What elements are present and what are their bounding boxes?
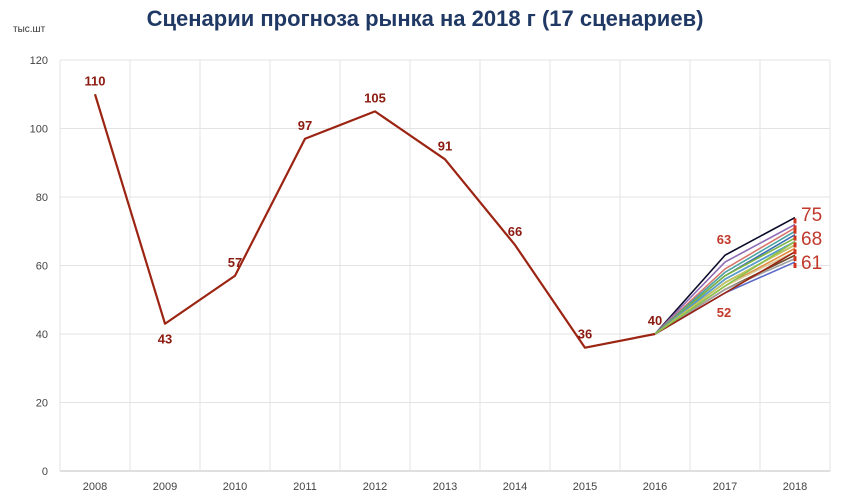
scenario-series-line: [654, 257, 796, 335]
scenario-series-line: [654, 223, 796, 335]
data-label: 105: [364, 90, 386, 105]
scenario-label: 52: [717, 305, 731, 320]
x-tick-label: 2018: [783, 481, 807, 493]
y-tick-label: 0: [42, 466, 48, 478]
scenario-series-line: [654, 227, 796, 335]
history-series-line: [93, 93, 656, 349]
data-label: 57: [228, 255, 242, 270]
scenario-series-line: [654, 237, 796, 335]
scenario-label: 63: [717, 232, 731, 247]
scenario-series-line: [654, 244, 796, 335]
x-tick-label: 2017: [713, 481, 737, 493]
range-label: 75: [801, 205, 822, 226]
data-label: 66: [508, 224, 522, 239]
scenario-series-line: [654, 216, 796, 335]
series-lines: [93, 93, 796, 349]
data-label: 97: [298, 118, 312, 133]
x-tick-label: 2009: [153, 481, 177, 493]
x-tick-label: 2016: [643, 481, 667, 493]
scenario-series-line: [654, 240, 796, 335]
scenario-series-line: [654, 251, 796, 335]
chart-title: Сценарии прогноза рынка на 2018 г (17 сц…: [146, 6, 704, 31]
data-label: 91: [438, 138, 452, 153]
data-label: 36: [578, 327, 592, 342]
y-tick-label: 100: [30, 124, 48, 136]
scenario-series-line: [654, 240, 796, 335]
range-label: 68: [801, 229, 822, 250]
x-tick-label: 2010: [223, 481, 247, 493]
x-tick-label: 2008: [83, 481, 107, 493]
data-label: 43: [158, 332, 172, 347]
y-axis-unit-label: тыс.шт: [13, 24, 46, 35]
x-tick-label: 2015: [573, 481, 597, 493]
y-tick-label: 60: [36, 261, 48, 273]
x-tick-label: 2011: [293, 481, 317, 493]
scenario-series-line: [654, 230, 796, 335]
grid: [59, 59, 831, 472]
axes: 0 20 40 60 80 100 120 2008 2009 2010 2011 2012 2013 2…: [13, 24, 807, 493]
x-tick-label: 2012: [363, 481, 387, 493]
y-tick-label: 80: [36, 192, 48, 204]
range-label: 61: [801, 253, 822, 274]
data-label: 110: [85, 73, 106, 88]
data-labels: 110 43 57 97 105 91 66 36 40 63 52 75 68 61: [85, 73, 823, 346]
y-tick-label: 120: [30, 55, 48, 67]
y-tick-label: 40: [36, 329, 48, 341]
x-tick-label: 2014: [503, 481, 527, 493]
y-tick-label: 20: [36, 398, 48, 410]
data-label: 40: [648, 313, 662, 328]
x-tick-label: 2013: [433, 481, 457, 493]
